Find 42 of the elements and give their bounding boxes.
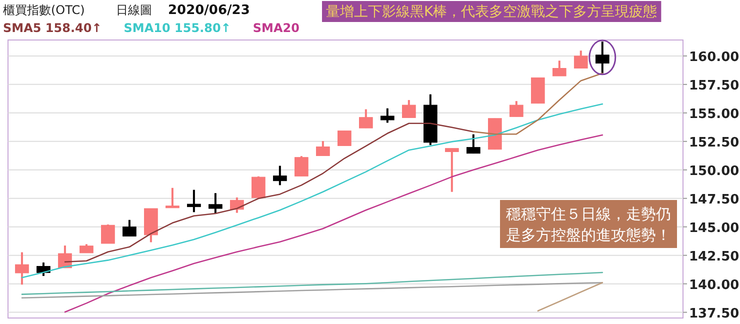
- candlestick: [380, 107, 394, 124]
- line-series: [21, 272, 604, 295]
- candlestick: [273, 164, 287, 186]
- y-tick-label: 137.50: [689, 306, 740, 322]
- candlestick: [15, 251, 29, 286]
- chart-subtitle: 日線圖: [116, 3, 152, 17]
- candlestick: [252, 175, 266, 199]
- y-tick-label: 155.00: [689, 106, 740, 122]
- candlestick: [574, 50, 588, 70]
- chart-title: 櫃買指數(OTC): [3, 3, 85, 17]
- candlestick: [208, 192, 222, 214]
- candlestick: [552, 60, 566, 78]
- y-tick-label: 152.50: [689, 135, 740, 150]
- candlestick: [101, 223, 115, 244]
- y-tick-label: 145.00: [689, 220, 740, 236]
- y-tick-label: 157.50: [689, 78, 740, 94]
- annotation: 穩穩守住５日線，走勢仍是多方控盤的進攻態勢！: [506, 205, 671, 244]
- candlestick: [338, 130, 352, 146]
- y-tick-label: 150.00: [689, 164, 740, 179]
- text: SMA5 158.40↑: [3, 21, 102, 35]
- candlestick: [509, 100, 524, 118]
- y-tick-label: 142.50: [689, 249, 740, 264]
- text: SMA20: [252, 21, 300, 35]
- y-tick-label: 160.00: [689, 50, 740, 65]
- y-tick-label: 147.50: [689, 192, 740, 208]
- candlestick: [595, 40, 610, 74]
- candlestick: [402, 99, 416, 119]
- line-series: [537, 282, 604, 312]
- text: 量增上下影線黑K棒，代表多空激戰之下多方呈現疲態: [326, 4, 658, 20]
- candlestick: [466, 133, 480, 154]
- candlestick: [36, 262, 50, 277]
- candlestick: [187, 188, 201, 214]
- text: SMA10 155.80↑: [124, 21, 231, 35]
- text: 2020/06/23: [168, 3, 250, 18]
- candlestick: [294, 155, 308, 178]
- candlestick: [122, 218, 136, 238]
- candlestick: [359, 108, 373, 130]
- y-tick-label: 140.00: [689, 278, 740, 293]
- line-series: [21, 282, 604, 299]
- candlestick: [166, 186, 180, 208]
- candlestick: [316, 140, 330, 157]
- candlestick: [444, 147, 459, 193]
